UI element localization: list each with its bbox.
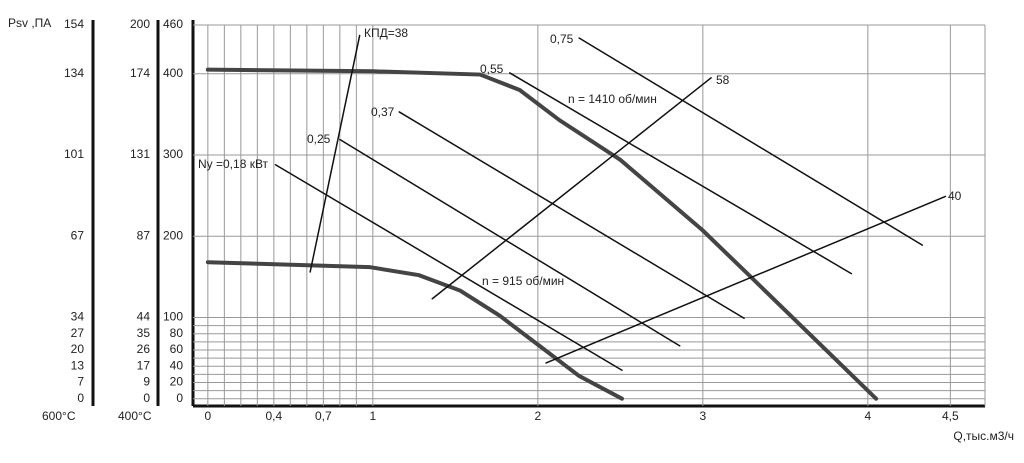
series-label: 0,25 [307,132,331,146]
series-line [509,72,853,275]
series-label: КПД=38 [364,26,408,40]
series-line [205,67,879,401]
series-line [545,195,947,364]
y-tick-label: 40 [170,358,184,372]
y-tick-label: 67 [71,228,85,242]
y-tick-label: 9 [143,375,150,389]
x-tick-label: 4,5 [942,409,959,423]
x-axis-title: Q,тыс.м3/ч [953,429,1014,443]
y-tick-label: 131 [130,147,150,161]
y-tick-label: 7 [77,375,84,389]
series-label: Ny =0,18 кВт [198,157,269,171]
y-tick-label: 27 [71,326,85,340]
series-line [274,163,623,372]
series-label: 40 [948,189,962,203]
y-tick-label: 26 [137,342,151,356]
y-tick-label: 300 [163,147,183,161]
y-tick-label: 134 [64,66,84,80]
y-tick-label: 100 [163,310,183,324]
axis-temperature: 600°C [42,409,76,423]
y-tick-label: 87 [137,228,151,242]
series-label: n = 1410 об/мин [568,92,657,106]
x-tick-label: 2 [535,409,542,423]
y-tick-label: 0 [77,391,84,405]
y-tick-label: 20 [71,342,85,356]
y-tick-label: 200 [130,17,150,31]
series-label: 0,75 [550,32,574,46]
y-tick-label: 13 [71,358,85,372]
axis-temperature: 400°C [118,409,152,423]
y-tick-label: 174 [130,66,150,80]
series-line [578,37,924,246]
y-tick-label: 44 [137,310,151,324]
y-tick-label: 80 [170,326,184,340]
series-line [339,138,681,347]
y-tick-label: 17 [137,358,151,372]
series-label: 0,37 [371,105,395,119]
y-tick-label: 460 [163,17,183,31]
axis-title: Psv ,ПА [8,16,51,30]
series-line [431,77,712,300]
y-tick-label: 35 [137,326,151,340]
y-tick-label: 20 [170,375,184,389]
x-tick-label: 3 [700,409,707,423]
y-tick-label: 101 [64,147,84,161]
x-tick-label: 4 [865,409,872,423]
y-tick-label: 60 [170,342,184,356]
series-label: 0,55 [480,62,504,76]
y-tick-label: 34 [71,310,85,324]
series-label: n = 915 об/мин [482,274,564,288]
series-line [309,34,361,273]
x-tick-label: 0,7 [315,409,332,423]
y-tick-label: 154 [64,17,84,31]
y-tick-label: 200 [163,228,183,242]
x-tick-label: 1 [370,409,377,423]
y-tick-label: 0 [176,391,183,405]
series-line [205,260,624,401]
y-tick-label: 0 [143,391,150,405]
series-label: 58 [716,73,730,87]
x-tick-label: 0,4 [266,409,283,423]
y-tick-label: 400 [163,66,183,80]
series-line [398,111,745,320]
x-tick-label: 0 [205,409,212,423]
